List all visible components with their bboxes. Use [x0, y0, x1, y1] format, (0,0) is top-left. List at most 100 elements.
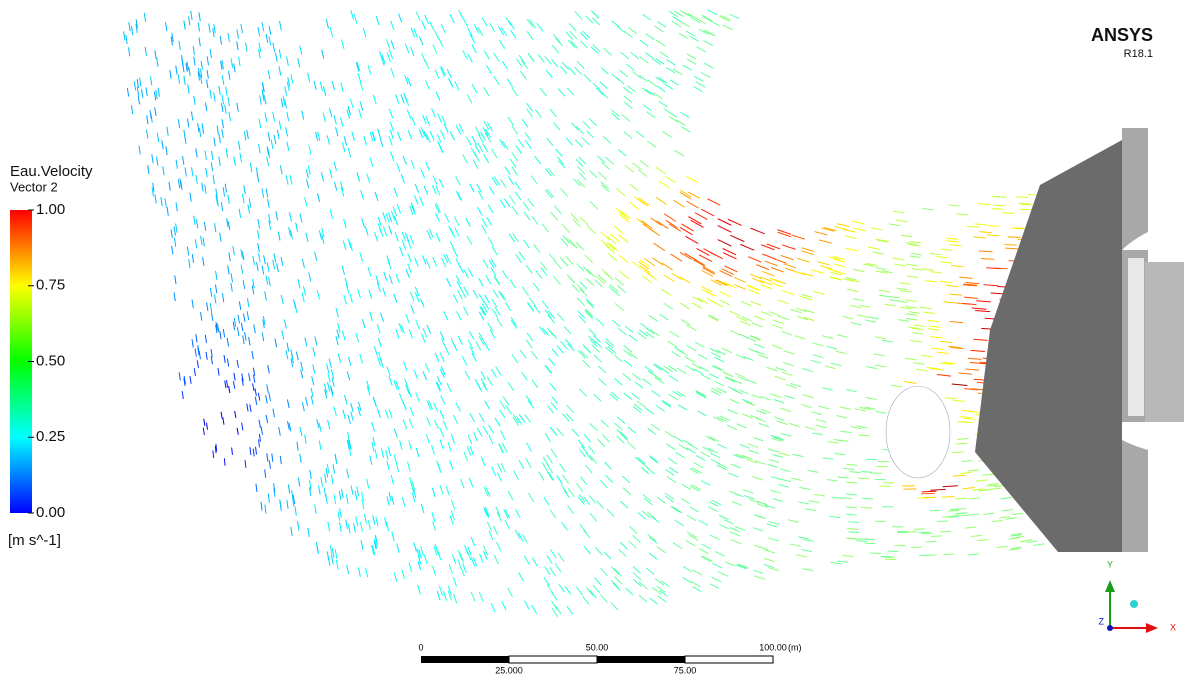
vector	[268, 132, 270, 141]
vector	[182, 55, 183, 64]
vector	[876, 411, 887, 413]
vector	[656, 197, 667, 204]
vector	[525, 414, 531, 422]
vector	[189, 17, 190, 26]
vector	[226, 148, 228, 157]
vector	[525, 133, 531, 141]
vector	[623, 488, 631, 495]
vector	[748, 444, 759, 448]
vector	[506, 406, 512, 415]
vector	[923, 312, 935, 313]
vector	[501, 292, 507, 301]
vector	[555, 605, 561, 614]
vector	[522, 534, 527, 543]
vector	[315, 252, 317, 261]
vector	[394, 429, 397, 438]
vector	[432, 488, 435, 497]
vector	[580, 524, 587, 532]
vector	[205, 151, 206, 160]
vector	[405, 44, 409, 53]
vector	[614, 423, 622, 430]
vector	[962, 303, 976, 304]
vector	[702, 15, 712, 20]
vector	[770, 278, 782, 282]
vector	[796, 555, 807, 557]
vector	[487, 217, 492, 226]
vector	[813, 355, 823, 358]
vector	[138, 96, 139, 105]
vector	[291, 527, 292, 536]
vector	[218, 368, 219, 376]
vector	[889, 224, 900, 226]
vector	[814, 494, 825, 496]
vector	[715, 551, 725, 556]
vector	[795, 336, 806, 339]
vector	[664, 275, 675, 282]
vector	[433, 521, 436, 531]
vector	[360, 252, 363, 261]
vector	[450, 515, 453, 524]
vector	[396, 94, 399, 103]
vector	[723, 25, 733, 30]
vector	[598, 439, 605, 447]
vector	[1014, 228, 1027, 229]
vector	[126, 35, 127, 44]
vector	[601, 269, 609, 277]
vector	[665, 496, 674, 502]
vector	[592, 18, 600, 25]
vector	[761, 245, 774, 250]
vector	[995, 197, 1007, 198]
vector	[389, 275, 392, 284]
vector	[1034, 544, 1045, 546]
vector	[347, 469, 349, 478]
vector	[548, 315, 555, 323]
vector	[247, 404, 248, 412]
vector	[753, 528, 763, 531]
vector	[838, 477, 849, 478]
vector	[805, 427, 816, 430]
vector	[242, 251, 244, 260]
vector	[440, 410, 444, 419]
vector	[314, 81, 316, 90]
vector	[463, 154, 468, 163]
vector	[619, 235, 629, 243]
vector	[178, 179, 179, 188]
vector	[527, 443, 532, 452]
vector	[266, 395, 268, 403]
vector	[547, 471, 553, 480]
vector	[831, 363, 841, 366]
vector	[815, 232, 828, 236]
vector	[620, 70, 628, 77]
vector	[301, 362, 303, 371]
vector	[491, 267, 496, 276]
vector	[328, 373, 330, 382]
vector	[629, 335, 637, 341]
vector	[389, 225, 392, 234]
vector	[974, 224, 986, 225]
vector	[461, 289, 466, 298]
vector	[964, 297, 978, 298]
vector	[348, 148, 351, 157]
vector	[499, 291, 504, 299]
vector	[959, 277, 972, 278]
vector	[594, 394, 602, 401]
vector	[245, 460, 246, 468]
vector	[590, 590, 597, 598]
vector	[696, 248, 709, 255]
vector	[846, 494, 857, 495]
vector	[595, 578, 602, 586]
vector	[740, 244, 754, 250]
vector	[817, 262, 829, 265]
vector	[440, 428, 444, 437]
vector	[628, 27, 636, 34]
vector	[624, 102, 632, 109]
vector	[237, 360, 238, 368]
vector	[913, 363, 924, 365]
vector	[205, 335, 206, 343]
vector	[661, 289, 671, 295]
vector	[206, 168, 207, 177]
vector	[664, 214, 676, 222]
vector	[467, 94, 472, 103]
vector	[719, 515, 729, 519]
vector	[456, 125, 461, 134]
